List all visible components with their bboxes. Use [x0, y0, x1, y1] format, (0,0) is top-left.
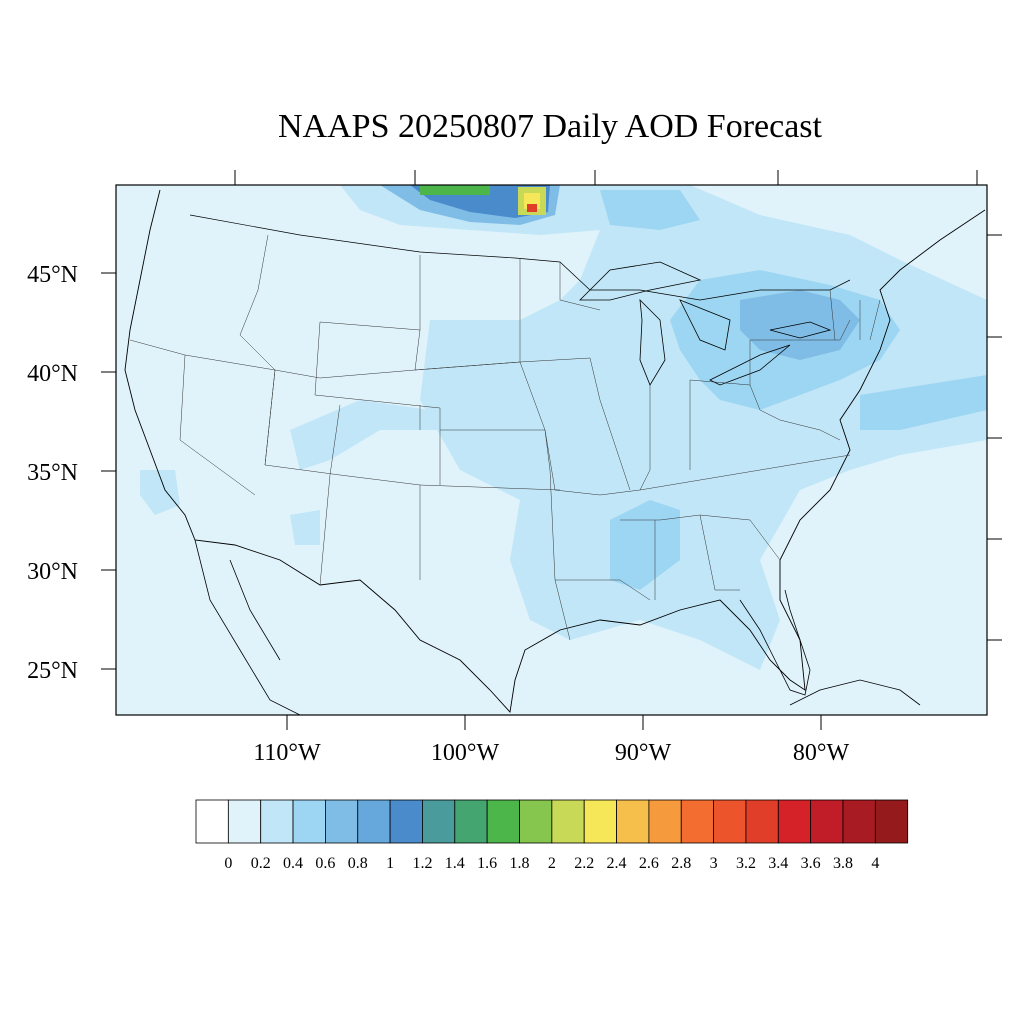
aod-region-north-plume — [600, 190, 700, 230]
colorbar-swatch — [519, 799, 553, 844]
colorbar-label: 3.8 — [833, 855, 853, 872]
aod-region-source-green — [420, 185, 490, 195]
colorbar-label: 1.4 — [445, 855, 465, 872]
lat-ticks — [101, 272, 116, 670]
colorbar-label: 1.6 — [477, 855, 497, 872]
mexico-coast — [194, 539, 301, 715]
colorbar-swatch — [292, 799, 326, 844]
colorbar-label: 2.8 — [671, 855, 691, 872]
colorbar: 0 0.2 0.4 0.6 0.8 1 1.2 1.4 1.6 1.8 2 2.2 2.4 2.6 2.8 3… — [195, 799, 909, 872]
colorbar-swatch — [324, 799, 359, 844]
colorbar-swatch — [357, 799, 391, 844]
colorbar-label: 3 — [710, 855, 718, 872]
aod-region-ny — [740, 290, 860, 360]
lake-huron — [679, 299, 731, 351]
us-outline — [124, 189, 986, 713]
colorbar-label: 2.2 — [574, 855, 594, 872]
colorbar-swatch — [422, 799, 456, 844]
colorbar-label: 1.8 — [510, 855, 530, 872]
aod-region-atlantic — [860, 375, 987, 430]
colorbar-label: 0.2 — [251, 855, 271, 872]
colorbar-label: 0.6 — [315, 855, 335, 872]
colorbar-swatch — [616, 799, 650, 844]
map-title: NAAPS 20250807 Daily AOD Forecast — [278, 108, 822, 145]
colorbar-label: 2 — [548, 855, 556, 872]
lon-label-80: 80°W — [793, 740, 850, 766]
colorbar-swatch — [680, 799, 714, 844]
lat-label-35: 35°N — [27, 460, 78, 486]
colorbar-label: 0.8 — [348, 855, 368, 872]
colorbar-label: 2.4 — [607, 855, 627, 872]
cuba — [789, 679, 921, 706]
lon-label-90: 90°W — [615, 740, 672, 766]
lake-superior — [579, 261, 702, 301]
lon-label-100: 100°W — [431, 740, 500, 766]
right-ticks — [987, 234, 1002, 641]
colorbar-label: 3.2 — [736, 855, 756, 872]
florida-peninsula — [739, 589, 811, 696]
colorbar-label: 2.6 — [639, 855, 659, 872]
lat-label-30: 30°N — [27, 559, 78, 585]
aod-field — [116, 185, 987, 715]
map-frame — [115, 184, 988, 716]
colorbar-swatch — [745, 799, 779, 844]
colorbar-label: 4 — [871, 855, 879, 872]
lake-erie — [709, 344, 791, 386]
colorbar-swatch — [583, 799, 617, 844]
lat-label-40: 40°N — [27, 361, 78, 387]
lon-ticks — [286, 715, 822, 730]
colorbar-label: 1.2 — [412, 855, 432, 872]
lat-label-25: 25°N — [27, 658, 78, 684]
colorbar-swatch — [551, 799, 585, 844]
aod-region-source-peak — [527, 204, 537, 212]
colorbar-swatch — [454, 799, 488, 844]
colorbar-swatch — [810, 799, 844, 844]
colorbar-swatch — [227, 799, 262, 844]
aod-region-southeast — [610, 500, 680, 590]
colorbar-swatch — [713, 799, 747, 844]
top-ticks — [234, 170, 978, 185]
colorbar-swatch — [777, 799, 812, 844]
lat-label-45: 45°N — [27, 262, 78, 288]
colorbar-swatch — [486, 799, 520, 844]
lake-ontario — [769, 321, 832, 339]
colorbar-label: 0.4 — [283, 855, 303, 872]
state-boundaries — [129, 234, 881, 641]
lon-label-110: 110°W — [253, 740, 321, 766]
colorbar-swatch — [648, 799, 682, 844]
colorbar-swatch — [842, 799, 876, 844]
colorbar-label: 1 — [386, 855, 394, 872]
colorbar-swatch — [260, 799, 294, 844]
aod-region-socal — [140, 470, 180, 515]
colorbar-label: 3.6 — [801, 855, 821, 872]
aod-region-az — [290, 510, 320, 545]
colorbar-swatch — [389, 799, 423, 844]
aod-region-west-patch — [290, 400, 440, 470]
colorbar-swatch — [874, 799, 909, 844]
colorbar-label: 0 — [224, 855, 232, 872]
colorbar-label: 3.4 — [768, 855, 788, 872]
colorbar-swatch — [195, 799, 229, 844]
